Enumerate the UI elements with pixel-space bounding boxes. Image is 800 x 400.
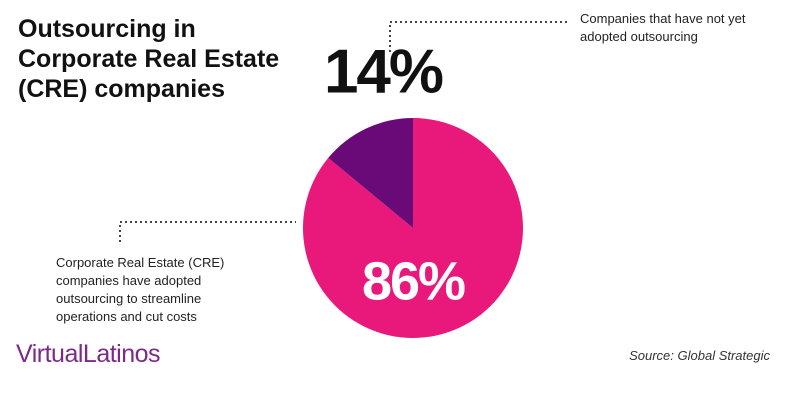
- pie-slice: [303, 118, 523, 338]
- value-label: 86%: [362, 251, 465, 311]
- value-label: 14%: [324, 37, 443, 106]
- title-line: Outsourcing in: [18, 15, 196, 43]
- title-line: (CRE) companies: [18, 75, 225, 103]
- title-line: Corporate Real Estate: [18, 45, 280, 73]
- logo: VirtualLatinos: [16, 340, 161, 368]
- pie: [303, 118, 523, 338]
- leader-line: [389, 21, 568, 52]
- annotation: Corporate Real Estate (CRE) companies ha…: [56, 255, 225, 324]
- annotation: Companies that have not yet adopted outs…: [580, 11, 746, 44]
- leader-line: [119, 221, 296, 242]
- chart-title: Outsourcing in Corporate Real Estate (CR…: [18, 14, 279, 104]
- source: Source: Global Strategic: [629, 348, 770, 363]
- pie-slice: [328, 118, 413, 228]
